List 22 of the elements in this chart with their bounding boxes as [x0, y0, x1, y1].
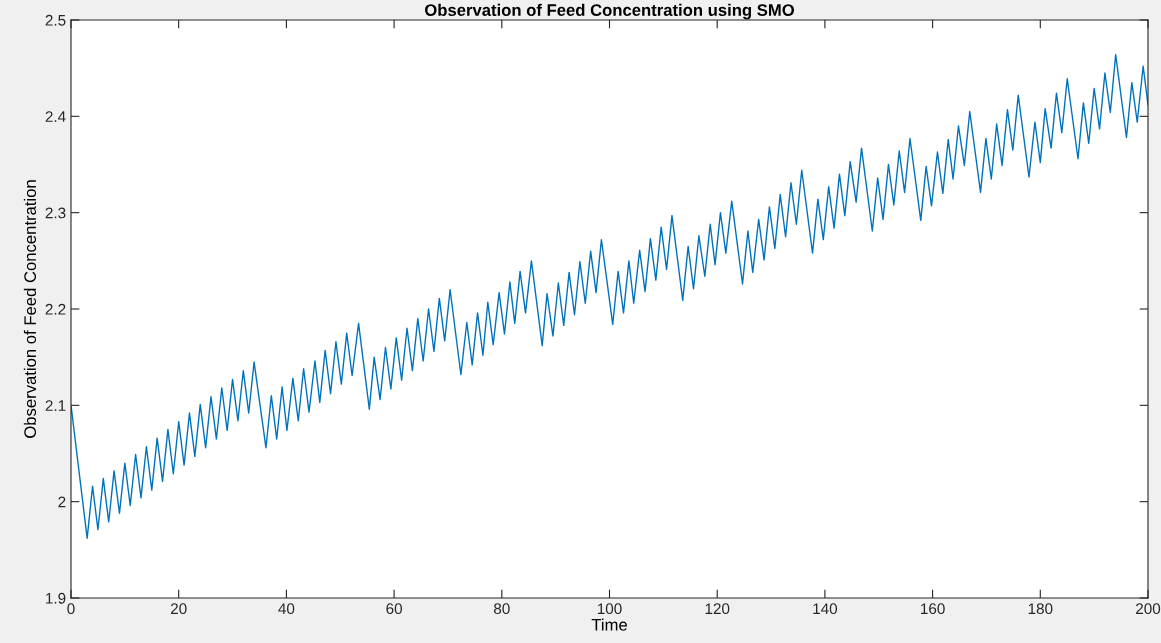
x-tick-label: 60	[386, 603, 402, 615]
x-tick-label: 80	[493, 603, 510, 615]
y-tick-label: 2.3	[45, 207, 66, 219]
x-tick-label: 140	[813, 603, 838, 615]
line-series	[71, 53, 1148, 539]
x-axis-title: Time	[591, 618, 627, 631]
y-tick-label: 2.4	[45, 111, 66, 122]
y-tick-label: 2.5	[45, 14, 66, 26]
x-tick-label: 40	[278, 603, 295, 615]
y-tick-label: 1.9	[46, 592, 66, 604]
y-tick-label: 2	[58, 496, 66, 508]
y-axis-title: Observation of Feed Concentration	[23, 180, 37, 438]
y-tick-label: 2.2	[45, 303, 66, 315]
x-tick-label: 20	[170, 603, 187, 615]
x-tick-label: 180	[1028, 603, 1053, 615]
x-tick-label: 0	[67, 603, 75, 615]
chart-title: Observation of Feed Concentration using SMO	[425, 3, 795, 20]
x-tick-label: 120	[705, 603, 730, 615]
y-tick-label: 2.1	[45, 400, 66, 411]
x-tick-label: 160	[921, 603, 945, 615]
x-tick-label: 100	[597, 603, 622, 615]
x-tick-label: 200	[1136, 603, 1161, 615]
